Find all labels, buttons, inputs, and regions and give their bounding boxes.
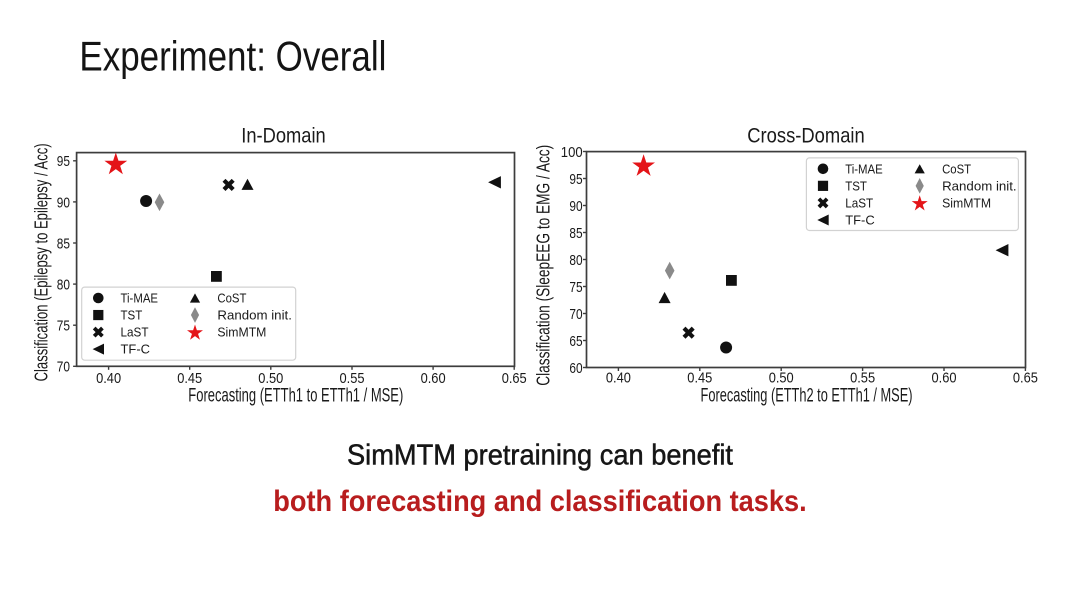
svg-text:0.65: 0.65 — [502, 370, 527, 387]
svg-text:0.40: 0.40 — [96, 370, 121, 387]
svg-text:TST: TST — [845, 178, 867, 193]
svg-text:Forecasting (ETTh2 to ETTh1 /: Forecasting (ETTh2 to ETTh1 / MSE) — [701, 385, 913, 406]
svg-text:0.55: 0.55 — [340, 370, 365, 387]
svg-text:Ti-MAE: Ti-MAE — [845, 161, 883, 176]
svg-text:0.50: 0.50 — [258, 370, 283, 387]
svg-text:Classification (Epilepsy to Ep: Classification (Epilepsy to Epilepsy / A… — [31, 143, 51, 381]
svg-text:0.45: 0.45 — [687, 369, 712, 386]
svg-text:0.40: 0.40 — [606, 369, 631, 386]
svg-text:CoST: CoST — [942, 161, 971, 176]
svg-text:Cross-Domain: Cross-Domain — [747, 123, 865, 147]
svg-text:70: 70 — [569, 306, 582, 323]
svg-text:100: 100 — [561, 144, 583, 161]
svg-text:0.55: 0.55 — [850, 369, 875, 386]
svg-text:In-Domain: In-Domain — [241, 123, 326, 147]
svg-text:0.45: 0.45 — [177, 370, 202, 387]
svg-text:0.60: 0.60 — [421, 370, 446, 387]
svg-text:85: 85 — [57, 235, 70, 252]
svg-text:75: 75 — [57, 318, 70, 335]
svg-text:95: 95 — [569, 171, 582, 188]
svg-text:60: 60 — [569, 360, 582, 377]
svg-text:TST: TST — [121, 308, 143, 323]
svg-text:CoST: CoST — [217, 291, 246, 306]
svg-text:Ti-MAE: Ti-MAE — [121, 291, 159, 306]
svg-text:LaST: LaST — [845, 195, 873, 210]
svg-text:both forecasting and classific: both forecasting and classification task… — [273, 485, 807, 518]
svg-text:80: 80 — [57, 277, 70, 294]
svg-text:90: 90 — [569, 198, 582, 215]
svg-text:TF-C: TF-C — [121, 342, 151, 357]
svg-text:Experiment: Overall: Experiment: Overall — [79, 33, 386, 80]
svg-text:Random init.: Random init. — [942, 178, 1017, 193]
svg-text:85: 85 — [569, 225, 582, 242]
svg-text:SimMTM: SimMTM — [942, 195, 991, 210]
svg-text:Classification (SleepEEG to EM: Classification (SleepEEG to EMG / Acc) — [534, 145, 554, 386]
svg-text:SimMTM: SimMTM — [217, 325, 266, 340]
svg-text:0.65: 0.65 — [1013, 369, 1038, 386]
svg-text:LaST: LaST — [121, 325, 149, 340]
svg-text:80: 80 — [569, 252, 582, 269]
svg-text:75: 75 — [569, 279, 582, 296]
svg-text:SimMTM pretraining can benefit: SimMTM pretraining can benefit — [347, 440, 733, 472]
svg-text:0.60: 0.60 — [932, 369, 957, 386]
svg-text:65: 65 — [569, 333, 582, 350]
svg-text:Forecasting (ETTh1 to ETTh1 /: Forecasting (ETTh1 to ETTh1 / MSE) — [188, 385, 403, 406]
svg-text:70: 70 — [57, 359, 70, 376]
svg-text:Random init.: Random init. — [217, 308, 292, 323]
svg-text:TF-C: TF-C — [845, 213, 875, 228]
svg-text:90: 90 — [57, 194, 70, 211]
svg-text:0.50: 0.50 — [769, 369, 794, 386]
svg-text:95: 95 — [57, 153, 70, 170]
